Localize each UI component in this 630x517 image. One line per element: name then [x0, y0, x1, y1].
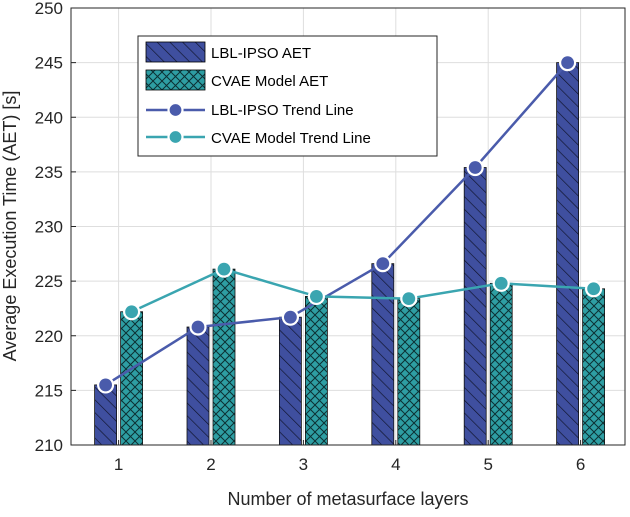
legend-label-lbl-ipso-aet: LBL-IPSO AET — [211, 45, 311, 62]
trend-point-cvae-5 — [492, 274, 510, 292]
y-tick-label: 210 — [35, 436, 63, 455]
y-tick-label: 235 — [35, 163, 63, 182]
legend-swatch-cvae-aet — [145, 69, 206, 91]
bar-lbl-ipso-5 — [463, 167, 487, 446]
bar-cvae-6 — [582, 288, 605, 446]
x-tick-label: 1 — [114, 455, 123, 474]
bar-cvae-2 — [212, 268, 236, 446]
bars — [94, 62, 605, 446]
legend-label-cvae-aet: CVAE Model AET — [211, 73, 328, 90]
trend-point-lbl-ipso-6 — [558, 54, 577, 72]
legend-marker-cvae-trend — [167, 128, 184, 146]
bar-lbl-ipso-4 — [371, 263, 395, 446]
x-tick-label: 2 — [206, 455, 215, 474]
trend-point-lbl-ipso-2 — [189, 318, 207, 336]
x-axis-title: Number of metasurface layers — [227, 489, 468, 509]
trend-point-cvae-3 — [307, 287, 325, 306]
trend-point-cvae-1 — [123, 303, 141, 321]
bar-cvae-3 — [304, 296, 328, 446]
y-tick-label: 240 — [35, 108, 63, 127]
trend-point-lbl-ipso-3 — [281, 308, 299, 326]
legend-label-lbl-ipso-trend: LBL-IPSO Trend Line — [211, 102, 354, 119]
x-tick-label: 4 — [391, 455, 400, 474]
y-tick-label: 245 — [35, 54, 63, 73]
legend-label-cvae-trend: CVAE Model Trend Line — [211, 130, 371, 147]
y-tick-label: 250 — [35, 0, 63, 18]
trend-point-cvae-4 — [400, 290, 418, 308]
y-tick-label: 230 — [35, 218, 63, 237]
bar-lbl-ipso-6 — [556, 62, 579, 446]
x-tick-label: 5 — [483, 455, 492, 474]
x-tick-label: 6 — [576, 455, 585, 474]
trend-point-cvae-2 — [215, 260, 233, 278]
bar-cvae-4 — [397, 298, 421, 446]
y-tick-label: 215 — [35, 381, 63, 400]
trend-line-cvae — [131, 267, 594, 313]
x-tick-label: 3 — [299, 455, 308, 474]
bar-cvae-5 — [489, 282, 513, 446]
trend-point-lbl-ipso-5 — [466, 158, 484, 177]
trend-line-lbl-ipso — [104, 61, 569, 386]
legend: LBL-IPSO AET CVAE Model AET LBL-IPSO Tre… — [137, 35, 438, 157]
y-tick-label: 220 — [35, 327, 63, 346]
legend-marker-lbl-ipso-trend — [167, 101, 184, 119]
bar-cvae-1 — [120, 311, 143, 446]
trend-point-lbl-ipso-4 — [374, 255, 392, 273]
legend-swatch-lbl-ipso-aet — [145, 41, 206, 63]
bar-lbl-ipso-2 — [186, 326, 210, 446]
trend-point-cvae-6 — [584, 280, 603, 298]
y-axis-title: Average Execution Time (AET) [s] — [0, 91, 20, 362]
bar-lbl-ipso-1 — [94, 384, 117, 446]
trend-lines — [104, 61, 594, 386]
y-tick-label: 225 — [35, 272, 63, 291]
trend-markers — [96, 54, 603, 394]
bar-lbl-ipso-3 — [278, 316, 302, 446]
y-axis-ticks: 210 215 220 225 230 235 240 245 250 — [35, 0, 76, 455]
trend-point-lbl-ipso-1 — [96, 376, 115, 394]
x-axis-ticks: 1 2 3 4 5 6 — [114, 440, 585, 474]
